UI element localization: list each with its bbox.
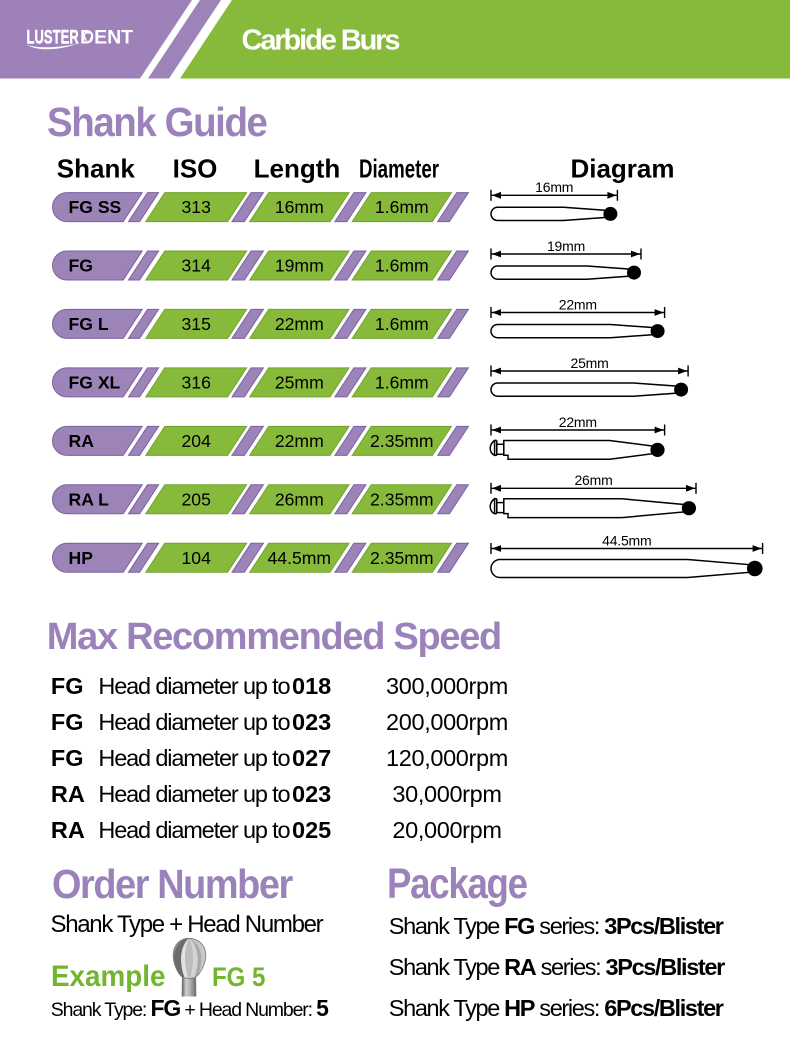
svg-text:2.35mm: 2.35mm xyxy=(370,548,434,568)
svg-text:314: 314 xyxy=(182,256,212,276)
svg-text:22mm: 22mm xyxy=(559,296,597,312)
svg-text:205: 205 xyxy=(182,489,212,509)
svg-text:1.6mm: 1.6mm xyxy=(375,372,429,392)
svg-text:204: 204 xyxy=(182,431,212,451)
svg-text:1.6mm: 1.6mm xyxy=(375,256,429,276)
svg-text:44.5mm: 44.5mm xyxy=(602,532,651,548)
svg-text:ISO: ISO xyxy=(173,154,218,184)
svg-text:RA: RA xyxy=(69,431,95,451)
svg-text:Carbide Burs: Carbide Burs xyxy=(242,25,400,57)
svg-text:FG XL: FG XL xyxy=(69,372,121,392)
svg-text:1.6mm: 1.6mm xyxy=(375,197,429,217)
svg-text:16mm: 16mm xyxy=(275,197,324,217)
svg-text:26mm: 26mm xyxy=(574,472,612,488)
svg-text:316: 316 xyxy=(182,372,212,392)
svg-text:FG: FG xyxy=(69,256,93,276)
svg-text:LUSTER: LUSTER xyxy=(27,26,79,48)
svg-text:FG L: FG L xyxy=(69,314,109,334)
svg-text:16mm: 16mm xyxy=(535,179,573,195)
svg-text:1.6mm: 1.6mm xyxy=(375,314,429,334)
svg-text:RA L: RA L xyxy=(69,489,110,509)
svg-text:44.5mm: 44.5mm xyxy=(268,548,332,568)
svg-text:313: 313 xyxy=(182,197,212,217)
svg-text:2.35mm: 2.35mm xyxy=(370,431,434,451)
svg-text:Diagram: Diagram xyxy=(570,154,674,184)
svg-text:Shank: Shank xyxy=(57,154,136,184)
svg-text:DENT: DENT xyxy=(80,27,133,49)
svg-text:Length: Length xyxy=(254,154,341,184)
svg-text:26mm: 26mm xyxy=(275,489,324,509)
svg-text:25mm: 25mm xyxy=(570,355,608,371)
svg-text:FG SS: FG SS xyxy=(69,197,122,217)
svg-text:22mm: 22mm xyxy=(275,431,324,451)
svg-text:Diameter: Diameter xyxy=(359,154,439,184)
svg-text:315: 315 xyxy=(182,314,212,334)
svg-text:HP: HP xyxy=(69,548,94,568)
svg-text:104: 104 xyxy=(182,548,212,568)
svg-text:22mm: 22mm xyxy=(559,414,597,430)
svg-text:19mm: 19mm xyxy=(275,256,324,276)
svg-text:2.35mm: 2.35mm xyxy=(370,489,434,509)
svg-text:22mm: 22mm xyxy=(275,314,324,334)
svg-text:25mm: 25mm xyxy=(275,372,324,392)
svg-text:19mm: 19mm xyxy=(547,238,585,254)
